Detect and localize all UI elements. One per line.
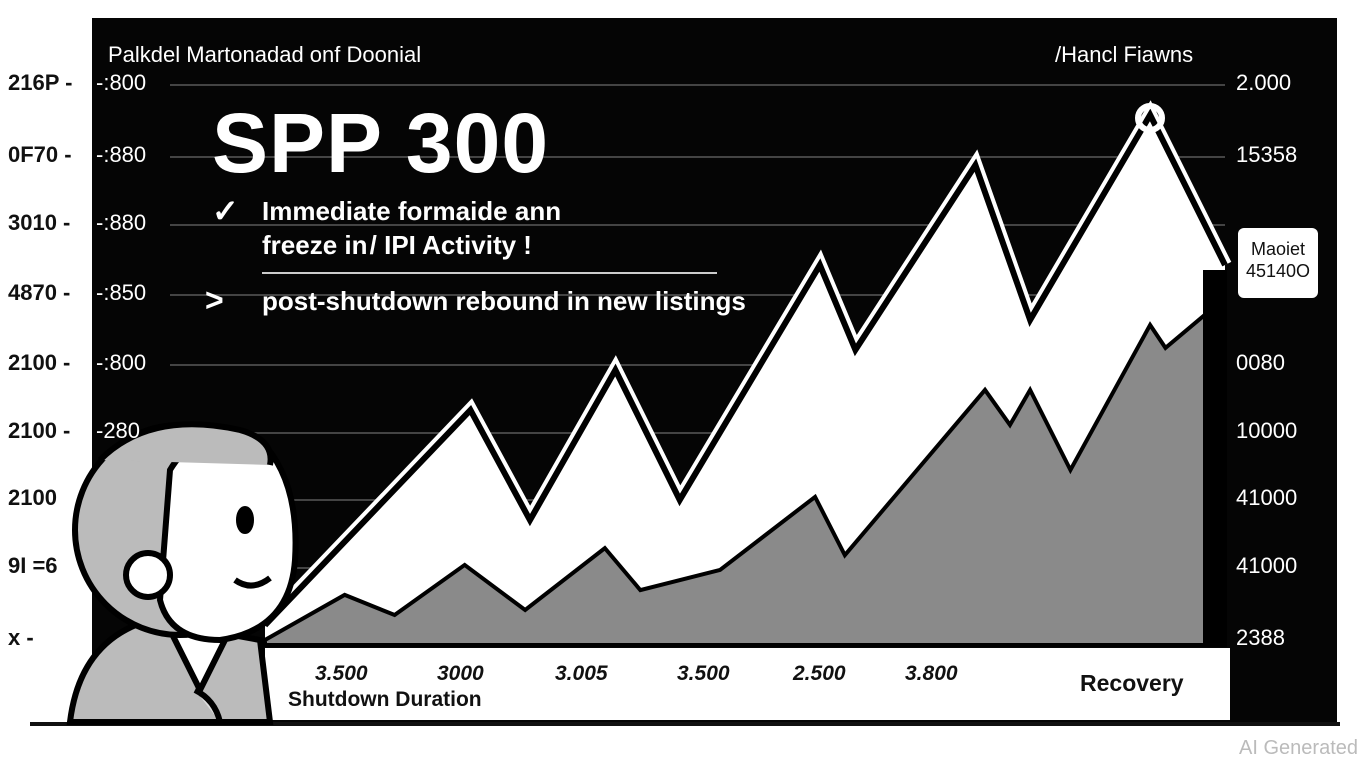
- annotation-1: Immediate formaide ann: [262, 196, 562, 226]
- annotation-3: post-shutdown rebound in new listings: [262, 286, 746, 316]
- peak-marker: [1135, 103, 1165, 133]
- black-bar: [1203, 270, 1227, 646]
- callout-line2: 45140O: [1245, 261, 1311, 281]
- white-line-inner: [262, 108, 1228, 628]
- x-tick: 3.800: [905, 662, 958, 685]
- left-outer-tick: 0F70 -: [8, 142, 72, 167]
- gray-area-series: [263, 296, 1227, 647]
- right-tick: 0080: [1236, 350, 1285, 375]
- right-header: /Hancl Fiawns: [1055, 42, 1194, 67]
- left-inner-tick: -:880: [96, 142, 147, 167]
- right-tick: 41000: [1236, 553, 1298, 578]
- left-outer-tick: 2100 -: [8, 350, 71, 375]
- x-tick: 3000: [437, 662, 484, 685]
- right-tick: 2388: [1236, 625, 1285, 650]
- x-tick: 3.500: [677, 662, 730, 685]
- annotation-2: freeze in / IPI Activity !: [262, 230, 532, 260]
- left-inner-tick: -:850: [96, 280, 147, 305]
- check-icon: ✓: [212, 193, 239, 229]
- x-tick: 3.005: [555, 662, 608, 685]
- annotation-divider: [262, 272, 717, 274]
- x-axis-label: Shutdown Duration: [288, 688, 482, 711]
- chevron-right-icon: >: [205, 282, 224, 318]
- left-outer-tick: 2100 -: [8, 418, 71, 443]
- right-tick: 15358: [1236, 142, 1298, 167]
- left-outer-tick: 216P -: [8, 70, 73, 95]
- callout-line1: Maoiet: [1250, 239, 1306, 259]
- left-inner-tick: -:800: [96, 350, 147, 375]
- x-tick: 2.500: [793, 662, 846, 685]
- x-end-label: Recovery: [1080, 670, 1184, 696]
- x-axis-strip: [265, 648, 1230, 720]
- chart-title: SPP 300: [212, 96, 550, 190]
- left-inner-tick: -:800: [96, 70, 147, 95]
- callout-box: Maoiet 45140O: [1238, 228, 1318, 298]
- right-tick: 2.000: [1236, 70, 1292, 95]
- chart-subtitle: Palkdel Martonadad onf Doonial: [108, 42, 422, 67]
- left-outer-tick: 3010 -: [8, 210, 71, 235]
- left-outer-tick: 4870 -: [8, 280, 71, 305]
- left-inner-tick: -:880: [96, 210, 147, 235]
- left-inner-tick: -280: [96, 418, 141, 443]
- left-outer-tick: 2100: [8, 485, 57, 510]
- right-tick: 41000: [1236, 485, 1298, 510]
- watermark: AI Generated: [1239, 737, 1358, 759]
- left-outer-tick: x -: [8, 625, 34, 650]
- x-tick: 3.500: [315, 662, 368, 685]
- boy-illustration: [66, 421, 299, 725]
- left-outer-tick: 9I =6: [8, 553, 58, 578]
- right-tick: 10000: [1236, 418, 1298, 443]
